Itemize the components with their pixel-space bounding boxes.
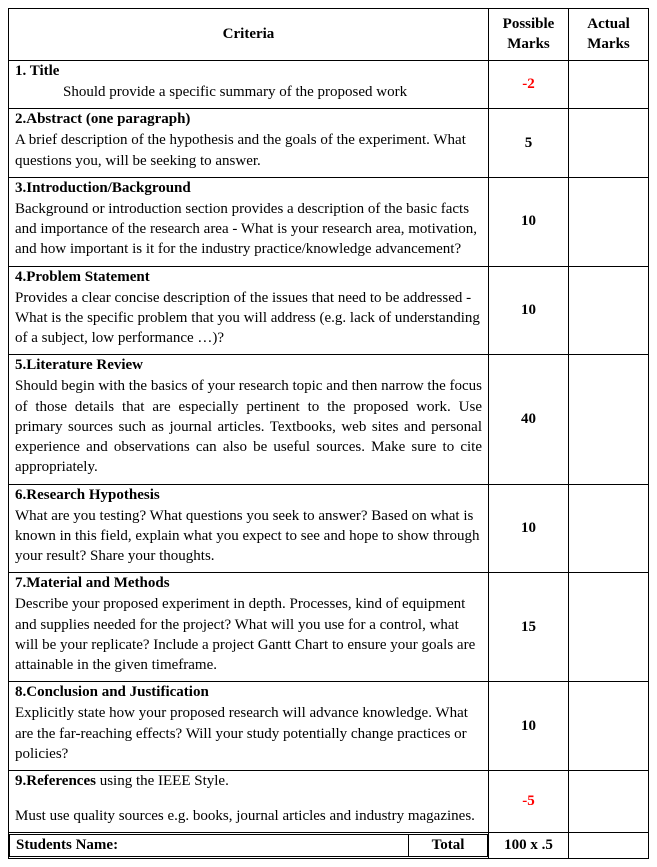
criteria-cell: 5.Literature Review Should begin with the… [9, 355, 489, 484]
actual-marks [569, 484, 649, 573]
table-row: 7.Material and Methods Describe your prop… [9, 573, 649, 682]
criteria-cell: 4.Problem Statement Provides a clear conc… [9, 266, 489, 355]
rubric-table: Criteria Possible Marks Actual Marks 1. … [8, 8, 649, 859]
actual-marks [569, 682, 649, 771]
actual-marks [569, 573, 649, 682]
total-actual [569, 833, 649, 859]
criteria-heading: 4.Problem Statement [15, 269, 482, 286]
students-name-label: Students Name: [10, 835, 409, 857]
criteria-desc: A brief description of the hypothesis an… [15, 130, 482, 171]
table-row: 1. Title Should provide a specific summar… [9, 61, 649, 109]
actual-marks [569, 109, 649, 178]
possible-marks: 40 [489, 355, 569, 484]
criteria-desc: Background or introduction section provi… [15, 199, 482, 260]
criteria-heading: 5.Literature Review [15, 357, 482, 374]
possible-marks: 10 [489, 682, 569, 771]
possible-marks: 15 [489, 573, 569, 682]
table-row: 5.Literature Review Should begin with the… [9, 355, 649, 484]
criteria-heading: 8.Conclusion and Justification [15, 684, 482, 701]
criteria-heading: 3.Introduction/Background [15, 180, 482, 197]
criteria-cell: 6.Research Hypothesis What are you testin… [9, 484, 489, 573]
possible-marks: -5 [489, 771, 569, 833]
possible-marks: 10 [489, 266, 569, 355]
criteria-heading: 2.Abstract (one paragraph) [15, 111, 482, 128]
criteria-cell: 8.Conclusion and Justification Explicitly… [9, 682, 489, 771]
total-label: Total [409, 835, 488, 857]
footer-row: Students Name: Total 100 x .5 [9, 833, 649, 859]
criteria-cell: 3.Introduction/Background Background or i… [9, 177, 489, 266]
possible-marks: 5 [489, 109, 569, 178]
criteria-desc: Should provide a specific summary of the… [15, 82, 482, 102]
criteria-cell: 9.References using the IEEE Style. Must u… [9, 771, 489, 833]
possible-marks: -2 [489, 61, 569, 109]
criteria-heading: 9.References using the IEEE Style. [15, 773, 482, 790]
table-row: 8.Conclusion and Justification Explicitly… [9, 682, 649, 771]
footer-name-total: Students Name: Total [9, 833, 489, 859]
criteria-desc: What are you testing? What questions you… [15, 506, 482, 567]
criteria-desc: Provides a clear concise description of … [15, 288, 482, 349]
criteria-desc: Explicitly state how your proposed resea… [15, 703, 482, 764]
actual-marks [569, 355, 649, 484]
table-row: 3.Introduction/Background Background or i… [9, 177, 649, 266]
actual-marks [569, 177, 649, 266]
criteria-desc: Describe your proposed experiment in dep… [15, 594, 482, 675]
actual-marks [569, 771, 649, 833]
header-possible: Possible Marks [489, 9, 569, 61]
criteria-cell: 1. Title Should provide a specific summar… [9, 61, 489, 109]
header-actual: Actual Marks [569, 9, 649, 61]
criteria-cell: 7.Material and Methods Describe your prop… [9, 573, 489, 682]
total-marks: 100 x .5 [489, 833, 569, 859]
criteria-heading: 7.Material and Methods [15, 575, 482, 592]
header-criteria: Criteria [9, 9, 489, 61]
table-row: 6.Research Hypothesis What are you testin… [9, 484, 649, 573]
criteria-heading: 1. Title [15, 63, 482, 80]
table-row: 4.Problem Statement Provides a clear conc… [9, 266, 649, 355]
table-row: 9.References using the IEEE Style. Must u… [9, 771, 649, 833]
actual-marks [569, 266, 649, 355]
actual-marks [569, 61, 649, 109]
header-row: Criteria Possible Marks Actual Marks [9, 9, 649, 61]
possible-marks: 10 [489, 177, 569, 266]
criteria-desc: Should begin with the basics of your res… [15, 376, 482, 477]
criteria-heading: 6.Research Hypothesis [15, 487, 482, 504]
table-row: 2.Abstract (one paragraph) A brief descri… [9, 109, 649, 178]
possible-marks: 10 [489, 484, 569, 573]
criteria-cell: 2.Abstract (one paragraph) A brief descri… [9, 109, 489, 178]
criteria-desc: Must use quality sources e.g. books, jou… [15, 806, 482, 826]
